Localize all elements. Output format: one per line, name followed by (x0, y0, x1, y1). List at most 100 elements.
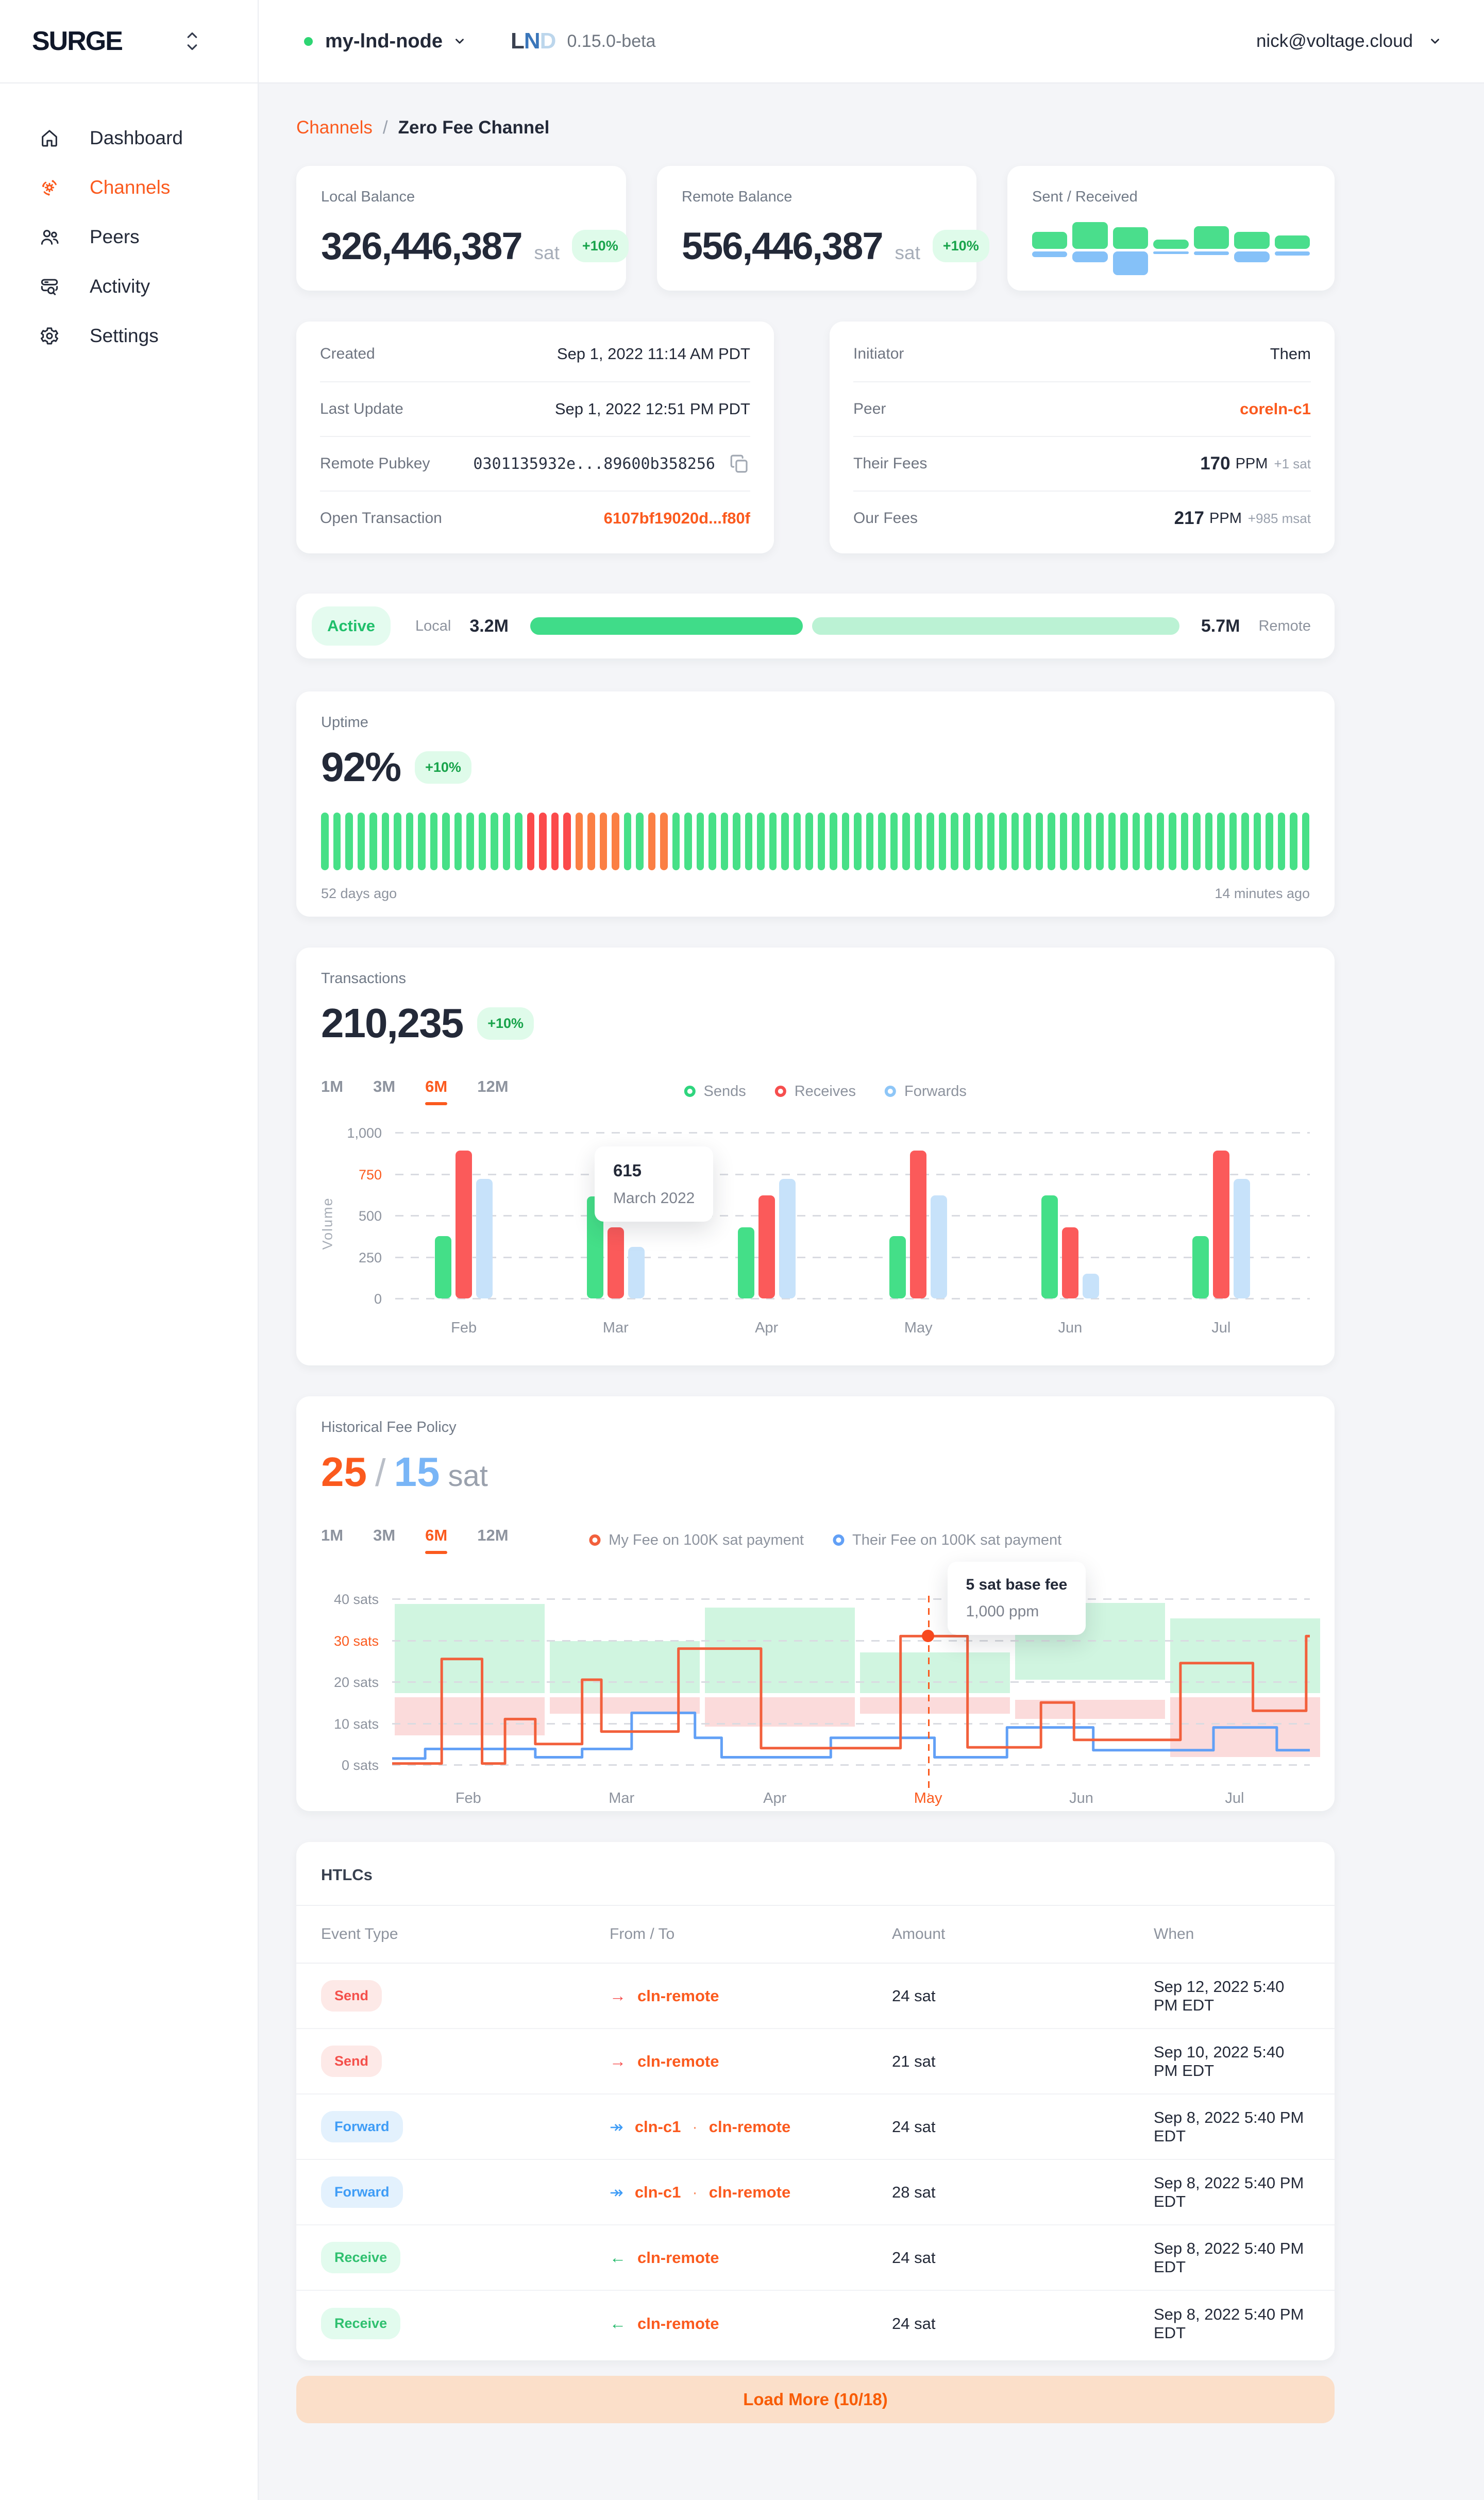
transactions-title: Transactions (321, 970, 406, 987)
transactions-value: 210,235 (321, 1000, 464, 1046)
fee-plot[interactable]: 5 sat base fee 1,000 ppm (392, 1562, 1320, 1795)
uptime-bar-degraded (599, 813, 607, 870)
node-link[interactable]: cln-remote (709, 2183, 791, 2201)
fee-range-band-pink (705, 1697, 855, 1727)
htlcs-title: HTLCs (296, 1842, 1335, 1906)
uptime-bar-up (1169, 813, 1176, 870)
fee-tab-12m[interactable]: 12M (477, 1526, 508, 1554)
y-tick-label: 1,000 (347, 1125, 382, 1141)
bar-receives (1212, 1151, 1229, 1298)
uptime-bar-up (636, 813, 644, 870)
legend-label: Forwards (904, 1083, 967, 1100)
fee-tab-6m[interactable]: 6M (425, 1526, 448, 1554)
load-more-button[interactable]: Load More (10/18) (296, 2376, 1335, 2423)
sidebar-item-channels[interactable]: Channels (0, 163, 258, 212)
y-tick-label: 20 sats (333, 1675, 379, 1690)
uptime-bar-up (902, 813, 910, 870)
legend-label: Their Fee on 100K sat payment (852, 1531, 1062, 1548)
remote-balance-value: 556,446,387 (682, 225, 884, 267)
remote-balance-delta-badge: +10% (932, 230, 989, 262)
bar-receives (910, 1151, 927, 1298)
sidebar-item-activity[interactable]: Activity (0, 262, 258, 311)
htlc-row[interactable]: Receive ← cln-remote 24 sat Sep 8, 2022 5:40… (296, 2291, 1335, 2356)
detail-value-link[interactable]: 6107bf19020d...f80f (603, 509, 750, 527)
node-link[interactable]: cln-c1 (634, 2117, 681, 2136)
fee-tab-1m[interactable]: 1M (321, 1526, 343, 1554)
detail-value-link[interactable]: coreln-c1 (1240, 400, 1311, 418)
amount-cell: 24 sat (892, 2117, 936, 2136)
fee-policy-chart[interactable]: 40 sats 30 sats 20 sats 10 sats 0 sats 5 sat… (321, 1562, 1320, 1795)
sidebar-item-settings[interactable]: Settings (0, 311, 258, 361)
account-menu[interactable]: nick@voltage.cloud (1256, 31, 1484, 52)
uptime-bar-up (830, 813, 837, 870)
uptime-bar-up (733, 813, 740, 870)
detail-label: Remote Pubkey (320, 455, 430, 472)
mini-received-bar (1072, 251, 1108, 262)
copy-icon[interactable] (729, 453, 750, 475)
transactions-delta-badge: +10% (477, 1007, 534, 1040)
transactions-chart[interactable]: Volume 1,000 750 500 250 0 615 March 2022 (320, 1125, 1310, 1307)
transactions-x-labels: Feb Mar Apr May Jun Jul (395, 1298, 1310, 1337)
uptime-bar-degraded (575, 813, 583, 870)
uptime-bar-up (333, 813, 341, 870)
uptime-card: Uptime 92% +10% 52 days ago 14 minutes a… (296, 691, 1335, 917)
transactions-legend-item[interactable]: Receives (774, 1083, 856, 1100)
amount-cell: 24 sat (892, 1986, 936, 2005)
sidebar-item-dashboard[interactable]: Dashboard (0, 113, 258, 163)
uptime-bar-up (975, 813, 983, 870)
mini-bar-pair (1274, 219, 1310, 278)
fee-tab-3m[interactable]: 3M (373, 1526, 395, 1554)
transactions-plot[interactable]: 615 March 2022 (395, 1132, 1310, 1299)
surge-logo: SURGE (32, 26, 123, 56)
transactions-tab-6m[interactable]: 6M (425, 1077, 448, 1105)
details-right: Initiator Them Peer coreln-c1 Their Fees 170 P… (830, 322, 1335, 553)
when-cell: Sep 8, 2022 5:40 PM EDT (1154, 2305, 1304, 2342)
sent-received-mini-chart[interactable] (1032, 219, 1310, 278)
transactions-tab-3m[interactable]: 3M (373, 1077, 395, 1105)
fee-legend-item[interactable]: My Fee on 100K sat payment (589, 1532, 804, 1549)
capacity-remote-segment (812, 617, 1179, 635)
fee-step-lines (392, 1582, 1310, 1769)
detail-label: Initiator (853, 345, 904, 362)
transactions-tab-12m[interactable]: 12M (477, 1077, 508, 1105)
when-cell: Sep 12, 2022 5:40 PM EDT (1154, 1977, 1285, 2014)
node-link[interactable]: cln-remote (637, 2052, 719, 2070)
sidebar-item-peers[interactable]: Peers (0, 212, 258, 262)
bar-sends (1041, 1195, 1058, 1298)
htlc-row[interactable]: Forward ↠ cln-c1 · cln-remote 28 sat Sep 8, 20… (296, 2160, 1335, 2225)
uptime-delta-badge: +10% (415, 751, 471, 784)
details-left-row-created: Created Sep 1, 2022 11:14 AM PDT (320, 327, 750, 381)
transactions-card: Transactions 210,235 +10% 1M 3M 6M 12M Send… (296, 948, 1335, 1365)
x-tick-label: Jun (1058, 1320, 1083, 1336)
htlc-row[interactable]: Receive ← cln-remote 24 sat Sep 8, 2022 5:40… (296, 2225, 1335, 2291)
transactions-legend-item[interactable]: Sends (684, 1083, 746, 1100)
sidebar-item-label: Activity (90, 276, 150, 297)
htlc-row[interactable]: Send → cln-remote 21 sat Sep 10, 2022 5:40 P… (296, 2029, 1335, 2094)
uptime-bar-degraded (660, 813, 668, 870)
fee-legend-item[interactable]: Their Fee on 100K sat payment (832, 1531, 1062, 1549)
node-link[interactable]: cln-c1 (634, 2183, 681, 2201)
transactions-tab-1m[interactable]: 1M (321, 1077, 343, 1105)
workspace-switcher-icon[interactable] (183, 30, 201, 53)
tooltip-line-1: 5 sat base fee (966, 1576, 1068, 1593)
node-link[interactable]: cln-remote (709, 2117, 791, 2136)
htlc-row[interactable]: Send → cln-remote 24 sat Sep 12, 2022 5:40 P… (296, 1964, 1335, 2029)
sidebar-item-label: Dashboard (90, 127, 183, 148)
uptime-bars-chart[interactable] (321, 813, 1310, 870)
node-selector[interactable]: my-lnd-node LND 0.15.0-beta (259, 28, 655, 54)
their-fee-value: 15 (394, 1449, 440, 1495)
detail-label: Our Fees (853, 510, 918, 527)
node-link[interactable]: cln-remote (637, 1986, 719, 2005)
chevron-down-icon (1431, 39, 1439, 44)
node-link[interactable]: cln-remote (637, 2248, 719, 2267)
details-left-row-open-transaction: Open Transaction 6107bf19020d...f80f (320, 491, 750, 545)
htlc-row[interactable]: Forward ↠ cln-c1 · cln-remote 24 sat Sep 8, 20… (296, 2094, 1335, 2160)
details-right-row-their-fees: Their Fees 170 PPM +1 sat (853, 436, 1311, 491)
uptime-bar-up (502, 813, 510, 870)
transactions-legend-item[interactable]: Forwards (885, 1083, 967, 1100)
node-link[interactable]: cln-remote (637, 2314, 719, 2333)
breadcrumb-channels-link[interactable]: Channels (296, 117, 373, 138)
column-header-when: When (1154, 1925, 1194, 1942)
fee-ppm-unit: PPM (1235, 455, 1268, 472)
uptime-bar-down (527, 813, 534, 870)
